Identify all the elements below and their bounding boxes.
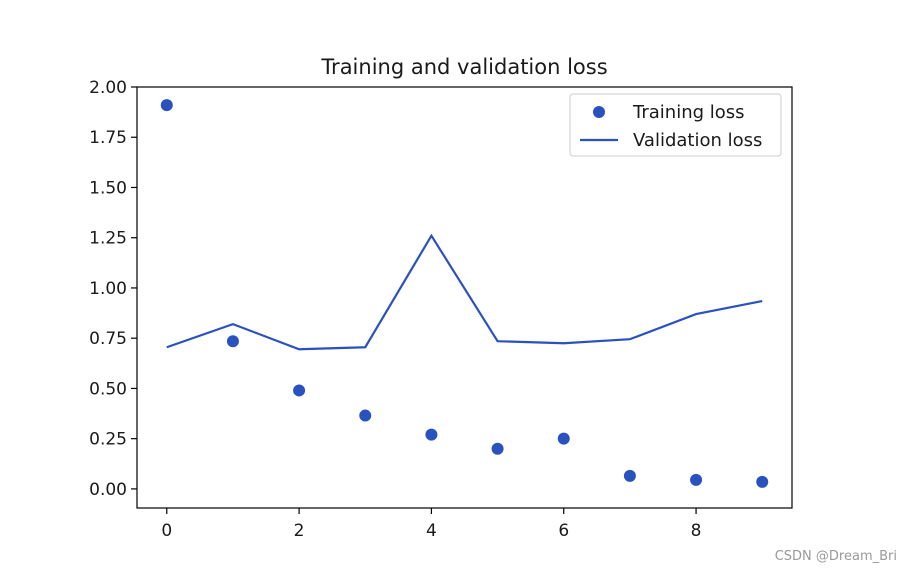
y-tick-label: 2.00	[89, 78, 127, 98]
y-tick-label: 0.50	[89, 379, 127, 399]
series-line-validation-loss	[166, 233, 763, 351]
plot-area: 0.00 0.25 0.50 0.75 1.00 1.25 1.50 1.75 2.00 0 2 4 6…	[89, 78, 793, 541]
y-tick-label: 1.50	[89, 178, 127, 198]
data-point-training-loss	[756, 475, 769, 488]
legend-label: Validation loss	[633, 130, 762, 151]
data-point-training-loss	[623, 469, 636, 482]
legend-label: Training loss	[632, 102, 745, 123]
y-tick-label: 0.25	[89, 430, 127, 450]
y-tick-label: 1.75	[89, 128, 127, 148]
data-point-training-loss	[359, 409, 372, 422]
data-point-training-loss	[226, 335, 239, 348]
legend-box	[569, 93, 782, 157]
x-tick-label: 6	[558, 521, 569, 541]
y-tick-label: 0.00	[89, 480, 127, 500]
data-point-training-loss	[557, 432, 570, 445]
data-point-training-loss	[293, 384, 306, 397]
y-tick-label: 0.75	[89, 329, 127, 349]
chart-title: Training and validation loss	[320, 55, 607, 79]
x-tick-label: 2	[294, 521, 305, 541]
data-point-training-loss	[425, 428, 438, 441]
legend: Training loss Validation loss	[569, 93, 782, 157]
data-point-training-loss	[160, 99, 173, 112]
y-tick-label: 1.00	[89, 279, 127, 299]
watermark-text: CSDN @Dream_Bri	[774, 549, 897, 564]
x-tick-label: 0	[161, 521, 172, 541]
axes-frame	[136, 86, 793, 509]
x-tick-label: 4	[426, 521, 437, 541]
legend-marker-swatch	[593, 106, 605, 118]
x-tick-label: 8	[691, 521, 702, 541]
y-tick-label: 1.25	[89, 229, 127, 249]
data-point-training-loss	[690, 473, 703, 486]
data-point-training-loss	[491, 442, 504, 455]
